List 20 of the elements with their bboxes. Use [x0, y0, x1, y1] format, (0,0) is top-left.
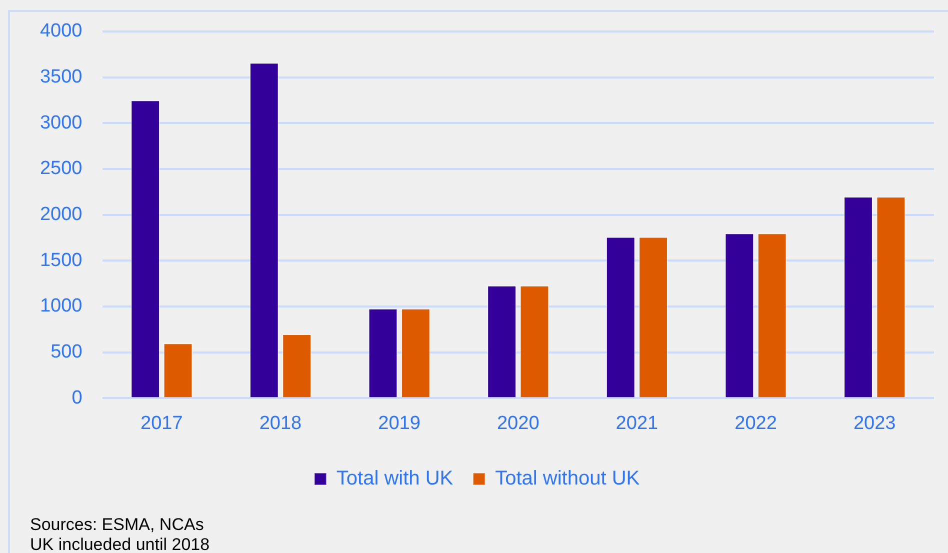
y-tick-label: 2500 — [40, 158, 82, 180]
y-tick-label: 1000 — [40, 296, 82, 317]
x-tick-label: 2021 — [616, 412, 658, 434]
x-tick-label: 2022 — [734, 412, 777, 434]
y-tick-label: 0 — [72, 387, 82, 408]
legend-label: Total with UK — [336, 468, 454, 490]
source-note: Sources: ESMA, NCAs — [30, 515, 204, 534]
x-tick-label: 2019 — [378, 412, 420, 434]
y-tick-label: 4000 — [40, 20, 82, 42]
x-tick-label: 2023 — [853, 412, 896, 434]
y-tick-label: 500 — [50, 342, 82, 363]
text: UK inclueded until 2018 — [30, 535, 210, 553]
y-tick-label: 3500 — [40, 66, 82, 88]
x-tick-label: 2020 — [496, 412, 540, 434]
legend-label: Total without UK — [495, 468, 640, 490]
y-tick-label: 1500 — [40, 250, 82, 271]
y-tick-label: 2000 — [40, 204, 82, 226]
y-tick-label: 3000 — [40, 112, 82, 134]
x-tick-label: 2017 — [140, 412, 183, 434]
x-tick-label: 2018 — [259, 412, 302, 434]
